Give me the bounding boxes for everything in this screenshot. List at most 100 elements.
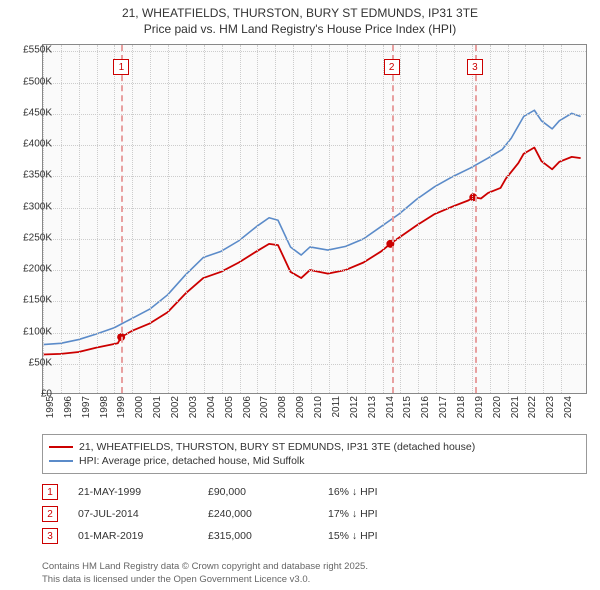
x-axis-label: 2013 bbox=[367, 396, 378, 418]
x-axis-label: 1998 bbox=[99, 396, 110, 418]
footer-attribution: Contains HM Land Registry data © Crown c… bbox=[42, 561, 368, 586]
y-axis-label: £250K bbox=[12, 232, 52, 243]
x-axis-label: 2015 bbox=[402, 396, 413, 418]
x-axis-label: 2012 bbox=[349, 396, 360, 418]
title-line-1: 21, WHEATFIELDS, THURSTON, BURY ST EDMUN… bbox=[10, 6, 590, 22]
legend-label-hpi: HPI: Average price, detached house, Mid … bbox=[79, 455, 305, 467]
x-axis-label: 2002 bbox=[170, 396, 181, 418]
x-axis-label: 2006 bbox=[242, 396, 253, 418]
gridline-vertical bbox=[257, 45, 258, 393]
y-axis-label: £100K bbox=[12, 326, 52, 337]
gridline-vertical bbox=[61, 45, 62, 393]
transaction-marker-line bbox=[475, 45, 477, 393]
gridline-vertical bbox=[114, 45, 115, 393]
chart-title: 21, WHEATFIELDS, THURSTON, BURY ST EDMUN… bbox=[0, 0, 600, 41]
gridline-vertical bbox=[132, 45, 133, 393]
transaction-index-box: 1 bbox=[42, 484, 58, 500]
transaction-marker-box: 2 bbox=[384, 59, 400, 75]
x-axis-label: 2011 bbox=[331, 396, 342, 418]
gridline-vertical bbox=[43, 45, 44, 393]
gridline-vertical bbox=[365, 45, 366, 393]
transaction-date: 01-MAR-2019 bbox=[78, 530, 188, 542]
transactions-table: 1 21-MAY-1999 £90,000 16% ↓ HPI 2 07-JUL-2014… bbox=[42, 478, 587, 550]
gridline-horizontal bbox=[43, 176, 586, 177]
gridline-horizontal bbox=[43, 270, 586, 271]
legend-row-property: 21, WHEATFIELDS, THURSTON, BURY ST EDMUN… bbox=[49, 441, 580, 453]
transaction-price: £90,000 bbox=[208, 486, 308, 498]
gridline-vertical bbox=[311, 45, 312, 393]
x-axis-label: 1995 bbox=[45, 396, 56, 418]
x-axis-label: 2017 bbox=[438, 396, 449, 418]
transaction-price: £315,000 bbox=[208, 530, 308, 542]
x-axis-label: 2003 bbox=[188, 396, 199, 418]
title-line-2: Price paid vs. HM Land Registry's House … bbox=[10, 22, 590, 38]
y-axis-label: £400K bbox=[12, 139, 52, 150]
transaction-row: 1 21-MAY-1999 £90,000 16% ↓ HPI bbox=[42, 484, 587, 500]
x-axis-label: 2019 bbox=[474, 396, 485, 418]
gridline-horizontal bbox=[43, 51, 586, 52]
gridline-vertical bbox=[204, 45, 205, 393]
transaction-marker-box: 3 bbox=[467, 59, 483, 75]
gridline-vertical bbox=[436, 45, 437, 393]
gridline-vertical bbox=[543, 45, 544, 393]
gridline-vertical bbox=[525, 45, 526, 393]
gridline-vertical bbox=[168, 45, 169, 393]
x-axis-label: 2022 bbox=[527, 396, 538, 418]
y-axis-label: £150K bbox=[12, 295, 52, 306]
x-axis-label: 2000 bbox=[134, 396, 145, 418]
y-axis-label: £200K bbox=[12, 264, 52, 275]
transaction-date: 07-JUL-2014 bbox=[78, 508, 188, 520]
gridline-vertical bbox=[383, 45, 384, 393]
transaction-price: £240,000 bbox=[208, 508, 308, 520]
x-axis-label: 1996 bbox=[63, 396, 74, 418]
transaction-diff: 15% ↓ HPI bbox=[328, 530, 448, 542]
gridline-vertical bbox=[275, 45, 276, 393]
transaction-diff: 17% ↓ HPI bbox=[328, 508, 448, 520]
gridline-horizontal bbox=[43, 208, 586, 209]
y-axis-label: £350K bbox=[12, 170, 52, 181]
gridline-horizontal bbox=[43, 145, 586, 146]
legend-swatch-property bbox=[49, 446, 73, 448]
chart-plot-area: 123 bbox=[42, 44, 587, 394]
x-axis-label: 2010 bbox=[313, 396, 324, 418]
y-axis-label: £300K bbox=[12, 201, 52, 212]
transaction-marker-line bbox=[121, 45, 123, 393]
gridline-vertical bbox=[472, 45, 473, 393]
gridline-vertical bbox=[240, 45, 241, 393]
gridline-vertical bbox=[400, 45, 401, 393]
gridline-horizontal bbox=[43, 83, 586, 84]
transaction-index-box: 3 bbox=[42, 528, 58, 544]
gridline-horizontal bbox=[43, 239, 586, 240]
x-axis-label: 2004 bbox=[206, 396, 217, 418]
gridline-vertical bbox=[329, 45, 330, 393]
transaction-marker-line bbox=[392, 45, 394, 393]
x-axis-label: 2024 bbox=[563, 396, 574, 418]
gridline-vertical bbox=[508, 45, 509, 393]
legend-swatch-hpi bbox=[49, 460, 73, 462]
transaction-date: 21-MAY-1999 bbox=[78, 486, 188, 498]
gridline-vertical bbox=[418, 45, 419, 393]
gridline-horizontal bbox=[43, 301, 586, 302]
gridline-horizontal bbox=[43, 333, 586, 334]
gridline-vertical bbox=[347, 45, 348, 393]
x-axis-label: 2001 bbox=[152, 396, 163, 418]
y-axis-label: £550K bbox=[12, 45, 52, 56]
gridline-vertical bbox=[150, 45, 151, 393]
transaction-row: 2 07-JUL-2014 £240,000 17% ↓ HPI bbox=[42, 506, 587, 522]
x-axis-label: 1997 bbox=[81, 396, 92, 418]
gridline-horizontal bbox=[43, 364, 586, 365]
gridline-vertical bbox=[97, 45, 98, 393]
legend: 21, WHEATFIELDS, THURSTON, BURY ST EDMUN… bbox=[42, 434, 587, 474]
x-axis-label: 2023 bbox=[545, 396, 556, 418]
transaction-diff: 16% ↓ HPI bbox=[328, 486, 448, 498]
y-axis-label: £50K bbox=[12, 357, 52, 368]
gridline-vertical bbox=[293, 45, 294, 393]
gridline-vertical bbox=[561, 45, 562, 393]
gridline-vertical bbox=[490, 45, 491, 393]
legend-label-property: 21, WHEATFIELDS, THURSTON, BURY ST EDMUN… bbox=[79, 441, 475, 453]
gridline-vertical bbox=[222, 45, 223, 393]
y-axis-label: £450K bbox=[12, 107, 52, 118]
chart-svg bbox=[43, 45, 586, 393]
x-axis-label: 2008 bbox=[277, 396, 288, 418]
transaction-index-box: 2 bbox=[42, 506, 58, 522]
